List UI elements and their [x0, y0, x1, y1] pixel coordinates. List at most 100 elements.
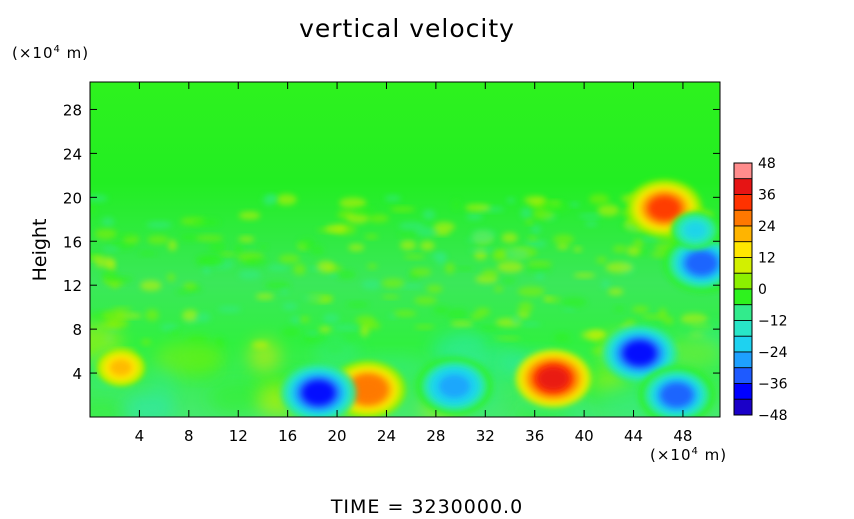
texture-cell: [311, 245, 325, 256]
texture-cell: [255, 293, 274, 300]
y-tick-label: 12: [63, 277, 82, 295]
texture-cell: [542, 201, 570, 213]
x-tick-label: 8: [184, 427, 194, 445]
plot-frame: [89, 81, 721, 418]
texture-cell: [478, 326, 499, 332]
texture-cell: [361, 279, 382, 290]
texture-cell: [264, 280, 291, 290]
texture-cell: [614, 306, 625, 312]
colorbar-box: [733, 272, 753, 290]
texture-cell: [368, 214, 389, 223]
texture-cell: [381, 278, 405, 288]
colorbar-box: [733, 288, 753, 306]
texture-cell: [170, 329, 180, 337]
texture-cell: [214, 336, 225, 349]
y-tick-label: 16: [63, 233, 82, 251]
colorbar-box: [733, 367, 753, 384]
texture-cell: [578, 213, 603, 219]
texture-cell: [282, 302, 298, 311]
colorbar-tick-label: −48: [758, 408, 788, 424]
texture-cell: [140, 339, 152, 345]
colorbar-tick-label: −36: [758, 377, 788, 393]
texture-cell: [491, 249, 506, 261]
texture-cell: [517, 286, 545, 297]
texture-cell: [306, 331, 320, 336]
colorbar-box: [733, 304, 753, 321]
texture-cell: [525, 264, 551, 273]
texture-cell: [447, 308, 468, 320]
texture-cell: [316, 260, 335, 273]
colorbar-box: [733, 162, 753, 180]
texture-cell: [195, 312, 211, 323]
texture-cell: [605, 262, 633, 273]
colorbar: 48 36 24 12 0 −12 −24 −36 −48: [733, 156, 788, 424]
colorbar-box: [733, 194, 753, 211]
texture-cell: [199, 256, 226, 266]
texture-cell: [101, 217, 115, 227]
texture-cell: [584, 220, 598, 227]
texture-cell: [186, 334, 208, 344]
texture-cell: [103, 246, 121, 252]
texture-cell: [475, 307, 491, 316]
texture-cell: [573, 246, 583, 252]
texture-cell: [501, 277, 517, 285]
texture-cell: [436, 254, 447, 266]
texture-cell: [641, 236, 660, 242]
texture-cell: [426, 284, 443, 294]
texture-cell: [520, 322, 542, 327]
heat-feature: [280, 363, 357, 417]
texture-cell: [626, 245, 641, 256]
texture-cell: [314, 336, 361, 370]
texture-cell: [299, 316, 310, 323]
texture-cell: [332, 324, 361, 331]
colorbar-box: [733, 257, 753, 274]
texture-cell: [110, 281, 119, 289]
colorbar-box: [733, 351, 753, 369]
x-tick-label: 24: [377, 427, 396, 445]
texture-cell: [147, 235, 169, 245]
heat-feature: [416, 357, 493, 416]
texture-cell: [400, 240, 417, 250]
texture-cell: [384, 195, 401, 202]
colorbar-box: [733, 241, 753, 258]
texture-cell: [680, 313, 708, 325]
texture-cell: [139, 251, 157, 256]
texture-cell: [665, 336, 720, 369]
heat-feature: [515, 349, 592, 408]
heat-feature: [663, 234, 720, 293]
texture-cell: [176, 289, 190, 295]
texture-cell: [596, 256, 607, 264]
texture-cell: [122, 392, 176, 417]
texture-cell: [556, 243, 569, 250]
y-ticks: 4 8 12 16 20 24 28: [63, 101, 720, 383]
texture-cell: [663, 316, 674, 325]
texture-cell: [364, 234, 379, 240]
texture-cell: [506, 197, 515, 204]
texture-cell: [554, 332, 571, 343]
texture-cell: [140, 280, 162, 291]
heat-feature: [638, 366, 715, 417]
texture-cell: [280, 288, 289, 294]
texture-cell: [560, 296, 588, 308]
colorbar-tick-label: −24: [758, 345, 788, 361]
heat-feature: [96, 348, 146, 387]
texture-cell: [493, 336, 521, 341]
texture-cell: [182, 309, 199, 322]
texture-cell: [633, 238, 644, 248]
texture-cell: [414, 324, 435, 329]
texture-cell: [466, 237, 493, 243]
texture-cell: [155, 341, 224, 376]
texture-cell: [501, 232, 518, 243]
texture-cell: [414, 226, 439, 237]
texture-cell: [597, 204, 620, 217]
texture-cell: [422, 209, 436, 220]
texture-cell: [450, 321, 473, 327]
texture-cell: [524, 195, 546, 205]
colorbar-tick-label: 36: [758, 188, 776, 204]
texture-cell: [90, 204, 97, 215]
y-tick-label: 24: [63, 145, 82, 163]
time-footer: TIME = 3230000.0: [330, 496, 524, 518]
texture-cell: [348, 243, 365, 252]
texture-cell: [381, 294, 400, 299]
texture-cell: [352, 207, 376, 216]
